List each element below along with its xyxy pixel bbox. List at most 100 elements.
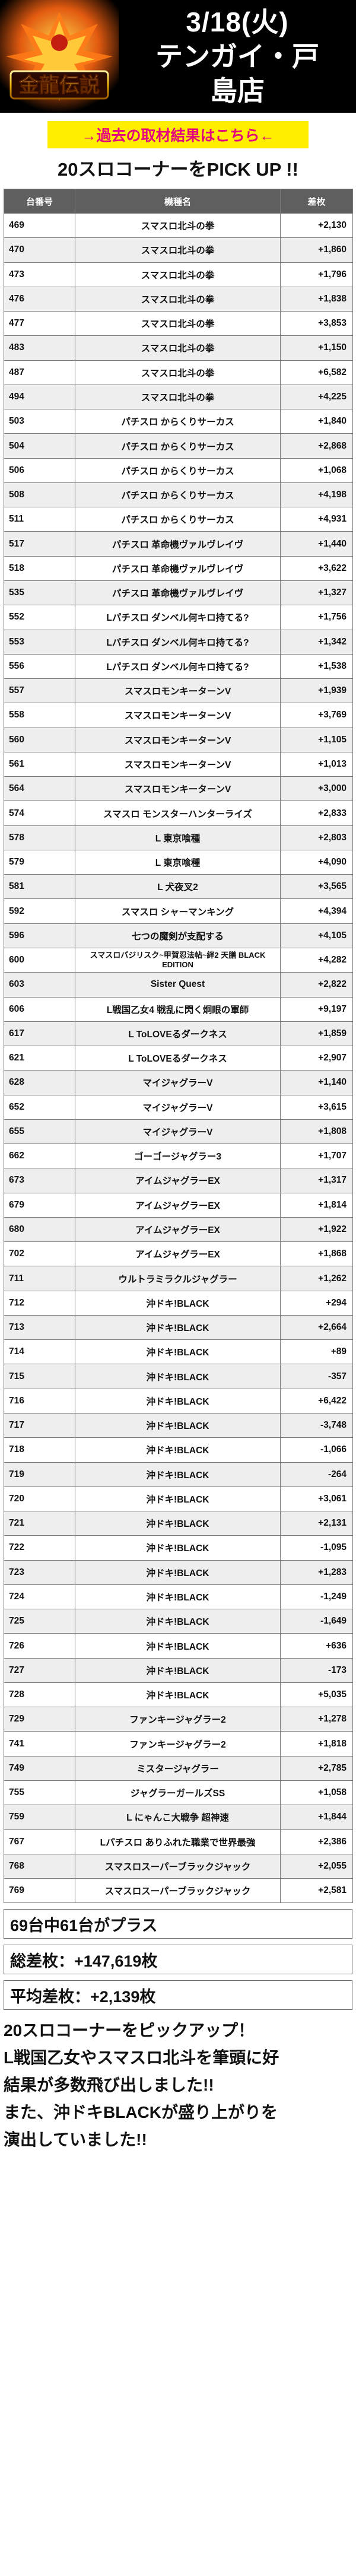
header-name: 機種名	[75, 189, 281, 214]
store-name: テンガイ・戸島店	[148, 39, 326, 108]
machine-number: 558	[4, 703, 75, 728]
table-row: 558 スマスロモンキーターンV +3,769	[4, 703, 353, 728]
table-row: 767 Lパチスロ ありふれた職業で世界最強 +2,386	[4, 1829, 353, 1854]
machine-name: アイムジャグラーEX	[75, 1216, 281, 1243]
plus-count: 69台中61台がプラス	[4, 1909, 352, 1939]
coin-difference: +1,756	[280, 605, 353, 630]
table-row: 581 L 犬夜叉2 +3,565	[4, 874, 353, 900]
coin-difference: +6,422	[280, 1388, 353, 1414]
coin-difference: -3,748	[280, 1413, 353, 1438]
table-row: 702 アイムジャグラーEX +1,868	[4, 1241, 353, 1267]
coin-difference: +89	[280, 1339, 353, 1365]
coin-difference: +3,769	[280, 703, 353, 728]
coin-difference: +1,342	[280, 629, 353, 655]
machine-number: 511	[4, 507, 75, 532]
machine-number: 713	[4, 1314, 75, 1341]
machine-name: スマスロ モンスターハンターライズ	[75, 801, 281, 826]
table-row: 518 パチスロ 革命機ヴァルヴレイヴ +3,622	[4, 555, 353, 581]
table-body: 469 スマスロ北斗の拳 +2,130 470 スマスロ北斗の拳 +1,860 473 スマス…	[4, 212, 353, 1904]
machine-number: 617	[4, 1021, 75, 1047]
coin-difference: +2,785	[280, 1755, 353, 1781]
machine-number: 503	[4, 409, 75, 434]
machine-number: 673	[4, 1168, 75, 1193]
machine-name: パチスロ からくりサーカス	[75, 409, 281, 434]
machine-number: 725	[4, 1609, 75, 1634]
table-row: 721 沖ドキ!BLACK +2,131	[4, 1511, 353, 1536]
coin-difference: +1,327	[280, 580, 353, 606]
machine-number: 724	[4, 1584, 75, 1610]
coin-difference: +2,822	[280, 972, 353, 998]
coin-difference: +1,105	[280, 727, 353, 752]
table-row: 477 スマスロ北斗の拳 +3,853	[4, 311, 353, 336]
comment-line: 20スロコーナーをピックアップ！	[4, 2021, 255, 2040]
table-row: 725 沖ドキ!BLACK -1,649	[4, 1609, 353, 1634]
machine-number: 574	[4, 801, 75, 826]
table-row: 517 パチスロ 革命機ヴァルヴレイヴ +1,440	[4, 531, 353, 557]
machine-name: スマスロ北斗の拳	[75, 286, 281, 312]
machine-number: 715	[4, 1364, 75, 1389]
table-row: 564 スマスロモンキーターンV +3,000	[4, 776, 353, 802]
machine-name: ファンキージャグラー2	[75, 1731, 281, 1756]
coin-difference: +4,225	[280, 384, 353, 410]
table-row: 556 Lパチスロ ダンベル何キロ持てる? +1,538	[4, 653, 353, 679]
machine-name: 沖ドキ!BLACK	[75, 1633, 281, 1659]
coin-difference: +1,068	[280, 458, 353, 483]
coin-difference: +3,622	[280, 555, 353, 581]
comment-line: 演出していました!!	[4, 2130, 147, 2149]
machine-number: 769	[4, 1878, 75, 1904]
past-link-area: →過去の取材結果はこちら←	[0, 113, 356, 157]
machine-name: 沖ドキ!BLACK	[75, 1511, 281, 1536]
machine-number: 655	[4, 1119, 75, 1145]
machine-number: 535	[4, 580, 75, 606]
comment-line: L戦国乙女やスマスロ北斗を筆頭に好	[4, 2048, 279, 2067]
logo-text: 金龍伝説	[18, 74, 100, 97]
machine-name: L ToLOVEるダークネス	[75, 1021, 281, 1047]
coin-difference: +1,860	[280, 237, 353, 263]
coin-difference: +3,061	[280, 1486, 353, 1512]
machine-number: 596	[4, 923, 75, 948]
machine-number: 712	[4, 1290, 75, 1316]
coin-difference: +1,278	[280, 1707, 353, 1732]
machine-name: 沖ドキ!BLACK	[75, 1584, 281, 1610]
machine-name: パチスロ からくりサーカス	[75, 507, 281, 532]
coin-difference: +1,440	[280, 531, 353, 557]
machine-number: 755	[4, 1780, 75, 1806]
machine-number: 720	[4, 1486, 75, 1512]
machine-name: スマスロモンキーターンV	[75, 703, 281, 728]
coin-difference: +1,808	[280, 1119, 353, 1145]
table-row: 628 マイジャグラーV +1,140	[4, 1070, 353, 1095]
machine-name: 沖ドキ!BLACK	[75, 1486, 281, 1512]
machine-name: スマスロバジリスク~甲賀忍法帖~絆2 天膳 BLACK EDITION	[75, 947, 281, 973]
machine-name: 沖ドキ!BLACK	[75, 1339, 281, 1365]
table-row: 487 スマスロ北斗の拳 +6,582	[4, 360, 353, 385]
table-row: 729 ファンキージャグラー2 +1,278	[4, 1707, 353, 1732]
machine-number: 718	[4, 1437, 75, 1463]
table-row: 655 マイジャグラーV +1,808	[4, 1119, 353, 1145]
machine-name: 沖ドキ!BLACK	[75, 1290, 281, 1316]
machine-name: スマスロ北斗の拳	[75, 262, 281, 287]
machine-name: スマスロスーパーブラックジャック	[75, 1853, 281, 1879]
table-row: 596 七つの魔剣が支配する +4,105	[4, 923, 353, 948]
machine-name: L にゃんこ大戦争 超神速	[75, 1805, 281, 1830]
coin-difference: +2,664	[280, 1314, 353, 1341]
machine-number: 749	[4, 1755, 75, 1781]
coin-difference: -1,649	[280, 1609, 353, 1634]
table-row: 741 ファンキージャグラー2 +1,818	[4, 1731, 353, 1756]
machine-number: 600	[4, 947, 75, 973]
table-row: 727 沖ドキ!BLACK -173	[4, 1657, 353, 1683]
machine-name: スマスロ北斗の拳	[75, 360, 281, 385]
machine-number: 494	[4, 384, 75, 410]
coin-difference: +2,833	[280, 801, 353, 826]
machine-name: 七つの魔剣が支配する	[75, 923, 281, 948]
machine-number: 722	[4, 1535, 75, 1561]
machine-name: パチスロ 革命機ヴァルヴレイヴ	[75, 580, 281, 606]
coin-difference: +1,814	[280, 1192, 353, 1218]
machine-number: 517	[4, 531, 75, 557]
table-row: 769 スマスロスーパーブラックジャック +2,581	[4, 1878, 353, 1904]
machine-name: 沖ドキ!BLACK	[75, 1462, 281, 1487]
past-results-link[interactable]: →過去の取材結果はこちら←	[47, 121, 309, 148]
section-title: 20スロコーナーをPICK UP !!	[58, 159, 298, 180]
coin-difference: +1,013	[280, 751, 353, 777]
machine-number: 556	[4, 653, 75, 679]
coin-difference: +1,818	[280, 1731, 353, 1756]
